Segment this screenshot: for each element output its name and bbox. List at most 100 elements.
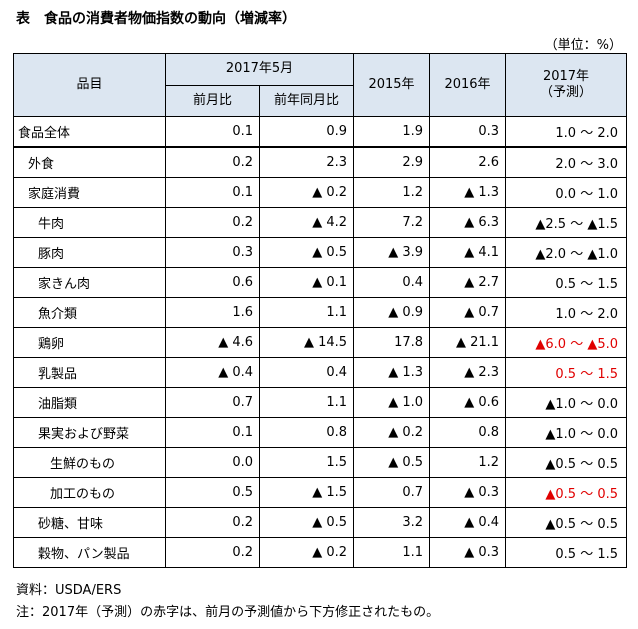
table-row: 豚肉 0.3 ▲ 0.5 ▲ 3.9 ▲ 4.1 ▲2.0 ～ ▲1.0 xyxy=(13,237,628,268)
row-2015-value: 3.2 xyxy=(353,507,431,538)
header-2017-may: 2017年5月 xyxy=(164,53,355,86)
row-yoy-value: 2.3 xyxy=(258,146,355,178)
row-forecast-value: 1.0 ～ 2.0 xyxy=(505,297,628,328)
row-mom-value: 0.1 xyxy=(165,417,260,448)
row-forecast-value: ▲2.5 ～ ▲1.5 xyxy=(505,207,628,238)
row-yoy-value: 1.5 xyxy=(258,447,355,478)
row-2016-value: ▲ 0.6 xyxy=(429,387,507,418)
table-row: 乳製品 ▲ 0.4 0.4 ▲ 1.3 ▲ 2.3 0.5 ～ 1.5 xyxy=(13,357,628,388)
cpi-table: 品目 2017年5月 2015年 2016年 2017年 （予測） 前月比 前年… xyxy=(13,53,628,568)
row-2015-value: ▲ 3.9 xyxy=(353,237,431,268)
row-yoy-value: ▲ 0.2 xyxy=(258,537,355,568)
table-row: 家きん肉 0.6 ▲ 0.1 0.4 ▲ 2.7 0.5 ～ 1.5 xyxy=(13,267,628,298)
row-2015-value: 1.1 xyxy=(353,537,431,568)
row-forecast-value: 1.0 ～ 2.0 xyxy=(505,116,628,148)
row-item-name: 外食 xyxy=(13,146,166,178)
row-forecast-value: ▲0.5 ～ 0.5 xyxy=(505,447,628,478)
row-item-name: 家庭消費 xyxy=(13,177,166,208)
row-2016-value: ▲ 4.1 xyxy=(429,237,507,268)
table-body: 食品全体 0.1 0.9 1.9 0.3 1.0 ～ 2.0 外食 0.2 2.3 2.9 2.6 2… xyxy=(13,116,628,568)
row-mom-value: 0.6 xyxy=(165,267,260,298)
row-yoy-value: ▲ 0.2 xyxy=(258,177,355,208)
row-2015-value: ▲ 1.3 xyxy=(353,357,431,388)
row-forecast-value: 0.5 ～ 1.5 xyxy=(505,267,628,298)
footnote: 注：2017年（予測）の赤字は、前月の予測値から下方修正されたもの。 xyxy=(16,605,440,620)
table-row: 果実および野菜 0.1 0.8 ▲ 0.2 0.8 ▲1.0 ～ 0.0 xyxy=(13,417,628,448)
row-item-name: 魚介類 xyxy=(13,297,166,328)
row-2016-value: 1.2 xyxy=(429,447,507,478)
row-mom-value: 0.7 xyxy=(165,387,260,418)
row-mom-value: 0.0 xyxy=(165,447,260,478)
row-2015-value: 17.8 xyxy=(353,327,431,358)
row-yoy-value: ▲ 0.1 xyxy=(258,267,355,298)
header-2016: 2016年 xyxy=(429,53,507,117)
row-2015-value: ▲ 0.9 xyxy=(353,297,431,328)
row-2016-value: ▲ 0.3 xyxy=(429,537,507,568)
table-row: 穀物、パン製品 0.2 ▲ 0.2 1.1 ▲ 0.3 0.5 ～ 1.5 xyxy=(13,537,628,568)
header-yoy: 前年同月比 xyxy=(258,84,355,117)
row-mom-value: 1.6 xyxy=(165,297,260,328)
row-item-name: 油脂類 xyxy=(13,387,166,418)
row-item-name: 鶏卵 xyxy=(13,327,166,358)
row-forecast-value: ▲6.0 ～ ▲5.0 xyxy=(505,327,628,358)
row-mom-value: ▲ 0.4 xyxy=(165,357,260,388)
row-2015-value: 7.2 xyxy=(353,207,431,238)
row-yoy-value: ▲ 4.2 xyxy=(258,207,355,238)
row-forecast-value: 0.0 ～ 1.0 xyxy=(505,177,628,208)
row-forecast-value: 0.5 ～ 1.5 xyxy=(505,357,628,388)
header-2017-forecast-year: 2017年 xyxy=(542,69,590,84)
table-row: 加工のもの 0.5 ▲ 1.5 0.7 ▲ 0.3 ▲0.5 ～ 0.5 xyxy=(13,477,628,508)
row-yoy-value: ▲ 14.5 xyxy=(258,327,355,358)
row-forecast-value: ▲0.5 ～ 0.5 xyxy=(505,507,628,538)
row-forecast-value: ▲0.5 ～ 0.5 xyxy=(505,477,628,508)
table-row: 油脂類 0.7 1.1 ▲ 1.0 ▲ 0.6 ▲1.0 ～ 0.0 xyxy=(13,387,628,418)
header-2015: 2015年 xyxy=(353,53,431,117)
row-item-name: 砂糖、甘味 xyxy=(13,507,166,538)
row-yoy-value: 1.1 xyxy=(258,387,355,418)
table-title: 表 食品の消費者物価指数の動向（増減率） xyxy=(16,11,296,27)
row-mom-value: 0.2 xyxy=(165,507,260,538)
row-mom-value: 0.2 xyxy=(165,207,260,238)
row-mom-value: 0.5 xyxy=(165,477,260,508)
row-yoy-value: 1.1 xyxy=(258,297,355,328)
source-note: 資料：USDA/ERS xyxy=(16,583,122,598)
row-item-name: 乳製品 xyxy=(13,357,166,388)
row-item-name: 加工のもの xyxy=(13,477,166,508)
row-mom-value: ▲ 4.6 xyxy=(165,327,260,358)
row-item-name: 食品全体 xyxy=(13,116,166,148)
row-item-name: 果実および野菜 xyxy=(13,417,166,448)
table-row: 生鮮のもの 0.0 1.5 ▲ 0.5 1.2 ▲0.5 ～ 0.5 xyxy=(13,447,628,478)
row-yoy-value: ▲ 1.5 xyxy=(258,477,355,508)
table-row: 砂糖、甘味 0.2 ▲ 0.5 3.2 ▲ 0.4 ▲0.5 ～ 0.5 xyxy=(13,507,628,538)
row-forecast-value: ▲1.0 ～ 0.0 xyxy=(505,417,628,448)
row-2015-value: ▲ 1.0 xyxy=(353,387,431,418)
row-yoy-value: ▲ 0.5 xyxy=(258,507,355,538)
row-yoy-value: ▲ 0.5 xyxy=(258,237,355,268)
row-mom-value: 0.3 xyxy=(165,237,260,268)
header-item: 品目 xyxy=(13,53,166,117)
table-row: 食品全体 0.1 0.9 1.9 0.3 1.0 ～ 2.0 xyxy=(13,116,628,148)
row-item-name: 家きん肉 xyxy=(13,267,166,298)
row-2016-value: ▲ 0.3 xyxy=(429,477,507,508)
row-2015-value: ▲ 0.5 xyxy=(353,447,431,478)
row-2016-value: ▲ 2.3 xyxy=(429,357,507,388)
row-yoy-value: 0.9 xyxy=(258,116,355,148)
table-row: 魚介類 1.6 1.1 ▲ 0.9 ▲ 0.7 1.0 ～ 2.0 xyxy=(13,297,628,328)
row-2015-value: 0.4 xyxy=(353,267,431,298)
row-2016-value: ▲ 2.7 xyxy=(429,267,507,298)
row-2015-value: 1.2 xyxy=(353,177,431,208)
row-mom-value: 0.1 xyxy=(165,177,260,208)
row-yoy-value: 0.8 xyxy=(258,417,355,448)
table-row: 家庭消費 0.1 ▲ 0.2 1.2 ▲ 1.3 0.0 ～ 1.0 xyxy=(13,177,628,208)
row-2015-value: ▲ 0.2 xyxy=(353,417,431,448)
row-item-name: 豚肉 xyxy=(13,237,166,268)
row-mom-value: 0.1 xyxy=(165,116,260,148)
row-forecast-value: 0.5 ～ 1.5 xyxy=(505,537,628,568)
row-2016-value: ▲ 21.1 xyxy=(429,327,507,358)
row-2016-value: ▲ 0.7 xyxy=(429,297,507,328)
table-header: 品目 2017年5月 2015年 2016年 2017年 （予測） 前月比 前年… xyxy=(13,53,628,117)
row-2015-value: 2.9 xyxy=(353,146,431,178)
header-2017-forecast: 2017年 （予測） xyxy=(505,53,628,117)
row-mom-value: 0.2 xyxy=(165,146,260,178)
